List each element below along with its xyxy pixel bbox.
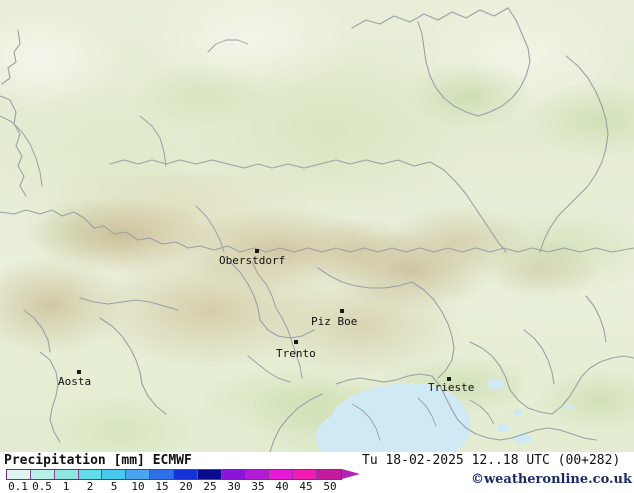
- colorbar-tick-10: 10: [131, 480, 145, 493]
- colorbar-band-35: [245, 470, 270, 479]
- colorbar-band-0.5: [30, 470, 55, 479]
- colorbar-overflow-arrow: [342, 469, 360, 479]
- colorbar-tick-2: 2: [86, 480, 94, 493]
- colorbar-band-5: [102, 470, 127, 479]
- lake-south-1: [340, 432, 354, 440]
- lake-east-1: [487, 379, 504, 390]
- colorbar-tick-35: 35: [251, 480, 265, 493]
- colorbar-tick-15: 15: [155, 480, 169, 493]
- city-label-aosta: Aosta: [58, 375, 92, 388]
- precipitation-map[interactable]: Oberstdorf Piz Boe Trento Aosta Trieste: [0, 0, 634, 452]
- colorbar-band-15: [150, 470, 175, 479]
- colorbar-tick-45: 45: [299, 480, 313, 493]
- adriatic-sea: [330, 383, 470, 452]
- legend-title: Precipitation [mm] ECMWF: [4, 453, 192, 468]
- city-dot-aosta: [77, 370, 81, 374]
- lake-east-3: [497, 424, 509, 432]
- colorbar-band-30: [221, 470, 246, 479]
- lake-east-2: [513, 409, 522, 416]
- colorbar-band-45: [293, 470, 318, 479]
- colorbar-band-0.1: [7, 470, 31, 479]
- colorbar-band-2: [78, 470, 103, 479]
- city-dot-oberstdorf: [255, 249, 259, 253]
- colorbar-tick-20: 20: [179, 480, 193, 493]
- colorbar-band-1: [54, 470, 79, 479]
- city-dot-piz-boe: [340, 309, 344, 313]
- city-label-piz-boe: Piz Boe: [311, 315, 358, 328]
- copyright-notice[interactable]: ©weatheronline.co.uk: [470, 472, 632, 487]
- city-dot-trento: [294, 340, 298, 344]
- colorbar-tick-50: 50: [323, 480, 337, 493]
- colorbar-tick-0.5: 0.5: [32, 480, 52, 493]
- colorbar-tick-40: 40: [275, 480, 289, 493]
- colorbar-tick-0.1: 0.1: [8, 480, 28, 493]
- precipitation-colorbar: [6, 469, 360, 480]
- city-dot-trieste: [447, 377, 451, 381]
- colorbar-band-10: [126, 470, 151, 479]
- colorbar-band-25: [197, 470, 222, 479]
- city-label-oberstdorf: Oberstdorf: [219, 254, 286, 267]
- lake-east-4: [566, 404, 574, 410]
- colorbar-band-40: [269, 470, 294, 479]
- colorbar-tick-30: 30: [227, 480, 241, 493]
- lake-east-5: [512, 434, 532, 443]
- colorbar-band-50: [317, 470, 342, 479]
- colorbar-band-20: [174, 470, 198, 479]
- map-footer: Precipitation [mm] ECMWF 0.1 0.5 1 2 5 10 15 20…: [0, 452, 634, 493]
- colorbar-cells: [6, 469, 342, 480]
- city-label-trento: Trento: [276, 347, 316, 360]
- forecast-valid-time: Tu 18-02-2025 12..18 UTC (00+282): [362, 453, 621, 468]
- city-label-trieste: Trieste: [428, 381, 475, 394]
- colorbar-tick-5: 5: [110, 480, 118, 493]
- colorbar-tick-1: 1: [62, 480, 70, 493]
- map-vector-overlay: [0, 7, 634, 452]
- colorbar-tick-25: 25: [203, 480, 217, 493]
